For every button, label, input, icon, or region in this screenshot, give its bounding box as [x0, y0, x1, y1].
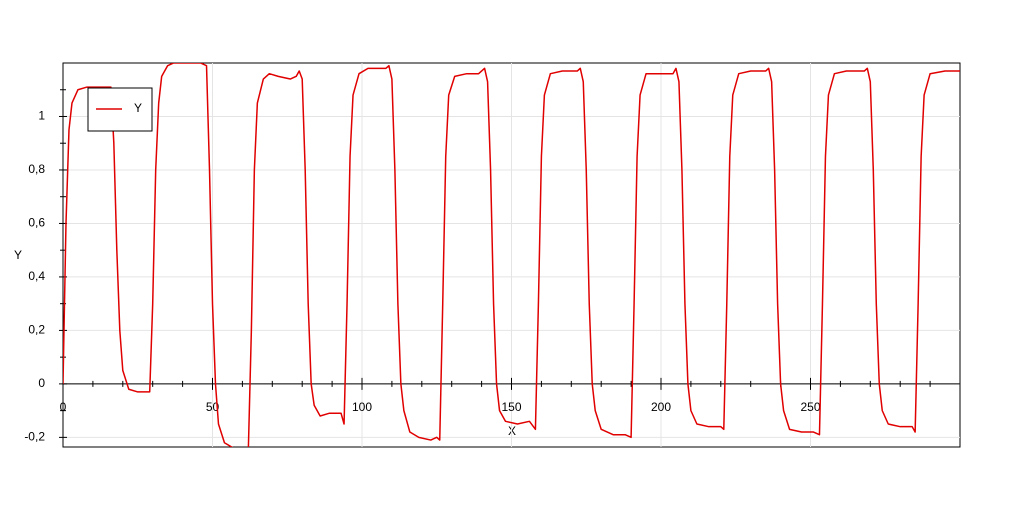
line-series — [63, 63, 960, 447]
x-tick-label: 100 — [352, 400, 372, 414]
plot-area — [63, 63, 960, 447]
x-tick-label: 150 — [501, 400, 521, 414]
legend-label: Y — [134, 101, 142, 115]
x-tick-label: 200 — [651, 400, 671, 414]
x-tick-label: 50 — [206, 400, 220, 414]
y-tick-label: 0,8 — [28, 162, 45, 176]
y-axis-label: Y — [14, 248, 22, 262]
y-tick-label: 0,4 — [28, 269, 45, 283]
y-tick-label: -0,2 — [24, 430, 45, 444]
y-tick-label: 0,2 — [28, 323, 45, 337]
y-tick-label: 1 — [38, 109, 45, 123]
y-tick-label: 0,6 — [28, 216, 45, 230]
x-tick-label: 250 — [800, 400, 820, 414]
y-tick-label: 0 — [38, 376, 45, 390]
